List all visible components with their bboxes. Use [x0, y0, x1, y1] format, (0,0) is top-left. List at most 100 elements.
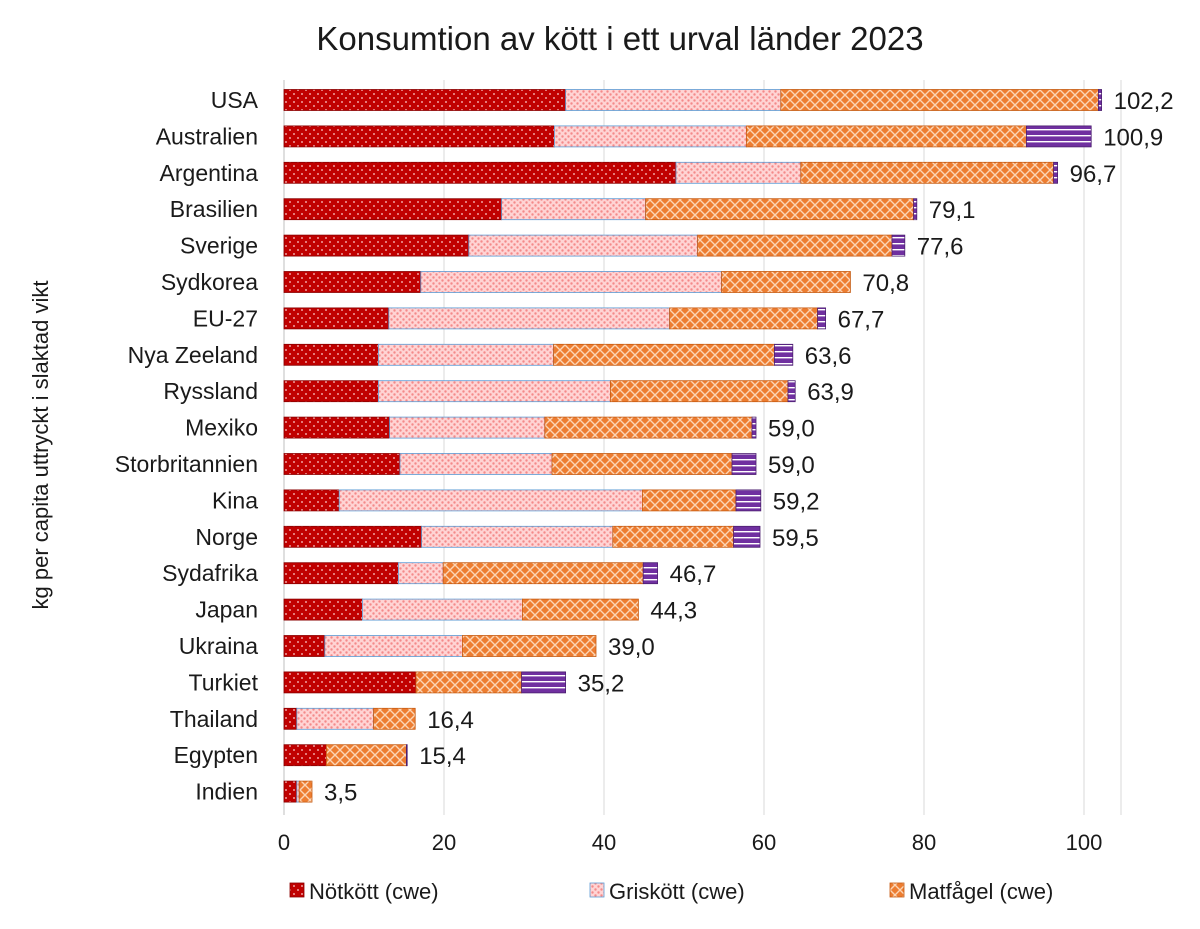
- bar-other: [751, 416, 757, 439]
- bar-row: [283, 416, 757, 439]
- bar-pork: [397, 562, 444, 585]
- legend-label-beef: Nötkött (cwe): [309, 879, 439, 904]
- legend-label-pork: Griskött (cwe): [609, 879, 745, 904]
- x-tick-labels: 0 20 40 60 80 100: [278, 830, 1102, 855]
- bar-row: [283, 198, 918, 221]
- value-label: 39,0: [608, 634, 655, 661]
- bar-beef: [283, 780, 298, 803]
- bar-row: [283, 343, 794, 366]
- value-label: 102,2: [1114, 88, 1174, 115]
- bar-poultry: [373, 707, 416, 730]
- bar-row: [283, 89, 1103, 111]
- bar-beef: [283, 489, 340, 512]
- category-label: Nya Zeeland: [128, 342, 258, 368]
- value-label: 67,7: [838, 306, 885, 333]
- bar-row: [283, 525, 761, 548]
- category-labels: USA Australien Argentina Brasilien Sverige Sy…: [115, 87, 259, 805]
- bar-pork: [675, 161, 802, 184]
- bar-poultry: [461, 635, 597, 657]
- bar-beef: [283, 125, 555, 148]
- value-label: 3,5: [324, 780, 357, 807]
- category-label: Ryssland: [163, 378, 258, 404]
- bar-pork: [421, 525, 614, 548]
- bars: [283, 89, 1103, 803]
- bar-pork: [361, 598, 523, 621]
- category-label: Argentina: [160, 160, 259, 186]
- bar-poultry: [669, 307, 818, 330]
- bar-poultry: [325, 744, 407, 767]
- bar-other: [1098, 89, 1103, 111]
- value-label: 77,6: [917, 234, 964, 261]
- bar-poultry: [642, 489, 737, 512]
- bar-other: [1053, 161, 1058, 184]
- bar-row: [283, 453, 757, 475]
- bar-beef: [283, 380, 379, 403]
- bar-pork: [565, 89, 782, 111]
- bar-pork: [377, 380, 611, 403]
- legend-swatch-poultry: [889, 882, 905, 898]
- bar-other: [913, 198, 918, 221]
- category-label: Mexiko: [185, 415, 258, 441]
- bar-row: [283, 271, 851, 293]
- value-label: 46,7: [670, 561, 717, 588]
- bar-row: [283, 635, 597, 657]
- y-axis-label: kg per capita uttryckt i slaktad vikt: [28, 281, 53, 610]
- bar-row: [283, 780, 313, 803]
- bar-poultry: [800, 161, 1054, 184]
- chart-title: Konsumtion av kött i ett urval länder 20…: [316, 20, 923, 57]
- bar-poultry: [551, 453, 733, 475]
- bar-poultry: [721, 271, 851, 293]
- bar-row: [283, 489, 762, 512]
- bar-poultry: [612, 525, 734, 548]
- bar-poultry: [442, 562, 644, 585]
- bar-row: [283, 562, 659, 585]
- value-label: 16,4: [427, 707, 474, 734]
- bar-poultry: [645, 198, 914, 221]
- bar-poultry: [553, 343, 775, 366]
- category-label: Indien: [195, 779, 258, 805]
- bar-other: [405, 744, 408, 767]
- bar-beef: [283, 416, 390, 439]
- category-label: USA: [211, 87, 259, 113]
- category-label: Australien: [156, 123, 258, 149]
- bar-beef: [283, 343, 379, 366]
- bar-other: [733, 525, 761, 548]
- x-tick-label: 100: [1066, 830, 1103, 855]
- category-label: Storbritannien: [115, 451, 258, 477]
- bar-beef: [283, 707, 298, 730]
- legend-swatch-beef: [289, 882, 305, 898]
- bar-pork: [389, 416, 546, 439]
- bar-row: [283, 671, 566, 694]
- category-label: Ukraina: [179, 633, 258, 659]
- value-label: 15,4: [419, 743, 466, 770]
- bar-row: [283, 307, 826, 330]
- bar-row: [283, 707, 416, 730]
- legend-label-poultry: Matfågel (cwe): [909, 879, 1053, 904]
- bar-pork: [338, 489, 643, 512]
- bar-pork: [501, 198, 647, 221]
- legend: Nötkött (cwe) Griskött (cwe) Matfågel (c…: [289, 879, 1053, 904]
- bar-beef: [283, 234, 470, 257]
- bar-row: [283, 161, 1058, 184]
- bar-beef: [283, 161, 677, 184]
- value-label: 96,7: [1070, 161, 1117, 188]
- category-label: Sydafrika: [162, 560, 258, 586]
- category-label: Japan: [195, 597, 258, 623]
- x-tick-label: 60: [752, 830, 776, 855]
- category-label: EU-27: [193, 305, 258, 331]
- legend-item-poultry: Matfågel (cwe): [889, 879, 1053, 904]
- bar-row: [283, 234, 906, 257]
- bar-row: [283, 125, 1092, 148]
- value-labels: 102,2 100,9 96,7 79,1 77,6 70,8 67,7 63,6 63,9 59…: [324, 88, 1174, 807]
- category-label: Kina: [212, 487, 258, 513]
- bar-beef: [283, 307, 390, 330]
- bar-other: [787, 380, 796, 403]
- legend-swatch-pork: [589, 882, 605, 898]
- value-label: 70,8: [862, 270, 909, 297]
- x-tick-label: 40: [592, 830, 616, 855]
- value-label: 79,1: [929, 197, 976, 224]
- bar-poultry: [298, 780, 313, 803]
- x-tick-label: 20: [432, 830, 456, 855]
- bar-beef: [283, 562, 399, 585]
- gridlines: [283, 80, 1122, 815]
